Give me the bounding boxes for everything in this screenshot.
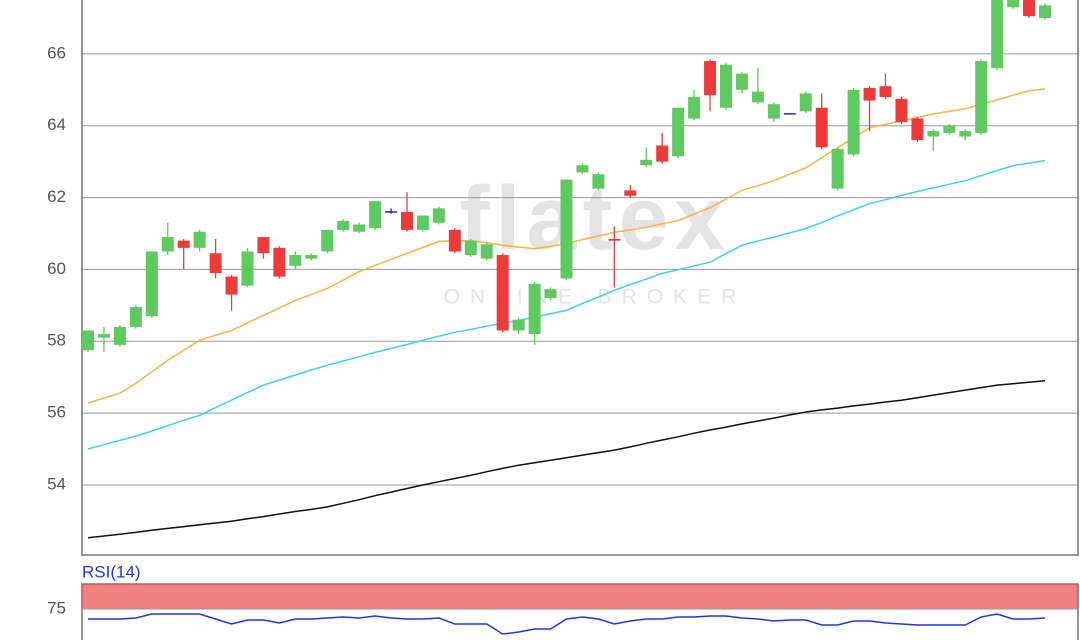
candle-body (895, 98, 908, 123)
candle-body (720, 64, 732, 108)
candle-body (767, 104, 780, 119)
candle-body (416, 215, 429, 230)
candle-body (225, 276, 238, 295)
candle-body (448, 229, 461, 252)
candle-body (129, 307, 142, 327)
candle-body (704, 61, 717, 96)
candle-body (82, 330, 94, 351)
candle-body (528, 283, 541, 335)
candle-body (688, 96, 701, 119)
candle-body (193, 231, 206, 248)
candle-body (337, 220, 350, 230)
candle-body (751, 91, 764, 103)
candle-body (927, 131, 940, 137)
y-tick-label: 75 (47, 598, 66, 617)
candle-body (369, 201, 382, 229)
rsi-title: RSI(14) (82, 562, 141, 581)
y-tick-label: 66 (47, 43, 66, 62)
candle-body (512, 319, 525, 331)
candle-body (847, 89, 860, 155)
candle-body (145, 251, 158, 317)
candle-body (863, 88, 876, 101)
y-tick-label: 58 (47, 331, 66, 350)
candle-body (401, 211, 413, 230)
candle-body (353, 224, 366, 232)
candle-body (975, 61, 988, 133)
candle-body (799, 93, 812, 112)
candle-body (464, 240, 477, 256)
candle-body (815, 107, 828, 148)
line (88, 613, 1046, 635)
line (87, 380, 1046, 539)
candle-body (592, 174, 605, 189)
candle-body (273, 247, 286, 277)
candle-body (305, 255, 318, 259)
candle-body (640, 159, 653, 166)
rsi-plot (82, 584, 1078, 635)
candle-body (544, 289, 557, 299)
candle-body (735, 73, 748, 90)
candle-body (177, 240, 190, 248)
watermark-brand: flatex (459, 169, 730, 269)
y-tick-label: 56 (47, 403, 66, 422)
candle-body (991, 0, 1004, 69)
candle-body (289, 255, 302, 266)
candle-body (1039, 5, 1051, 18)
y-tick-label: 54 (47, 474, 66, 493)
candle-body (1023, 0, 1036, 17)
y-tick-label: 60 (47, 259, 66, 278)
candle-body (576, 165, 589, 173)
candle-body (241, 251, 254, 286)
overbought-band (82, 584, 1078, 610)
main-plot (82, 0, 1078, 539)
candle-body (656, 145, 669, 162)
candle-body (113, 326, 126, 345)
candle-body (161, 237, 174, 252)
candle-body (959, 131, 972, 137)
line (87, 159, 1046, 450)
candle-body (672, 107, 685, 157)
candle-body (257, 237, 270, 254)
candle-body (831, 149, 844, 189)
candle-body (480, 244, 493, 259)
candle-body (496, 255, 509, 331)
y-tick-label: 64 (47, 115, 66, 134)
candle-body (321, 229, 334, 252)
y-tick-label: 62 (47, 187, 66, 206)
candle-body (624, 190, 637, 196)
candle-body (911, 118, 924, 141)
candle-body (608, 238, 621, 241)
candle-body (209, 253, 222, 274)
candle-body (879, 86, 892, 97)
candle-body (97, 334, 110, 338)
candle-body (560, 179, 573, 279)
watermark-tagline: ONLINE BROKER (444, 286, 747, 309)
candle-body (943, 125, 956, 133)
candle-body (432, 208, 445, 223)
candle-body (1007, 0, 1020, 8)
